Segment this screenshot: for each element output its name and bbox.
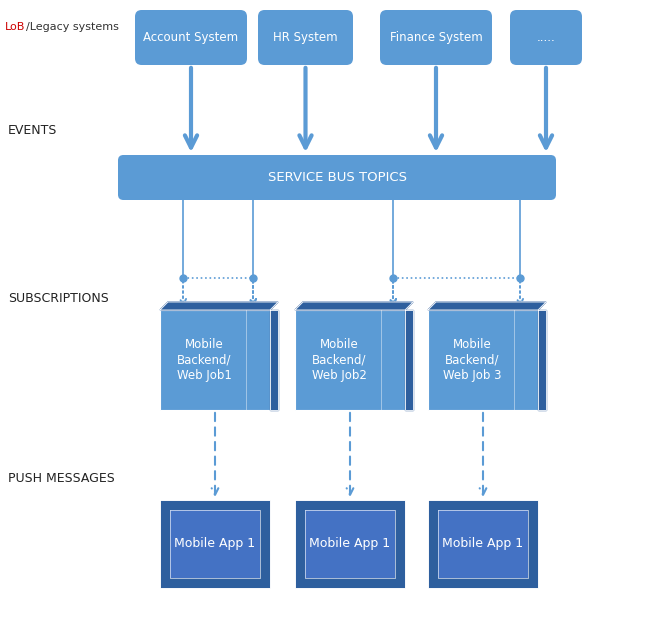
Text: /Legacy systems: /Legacy systems [26, 22, 119, 32]
Text: Account System: Account System [143, 31, 238, 44]
Text: SUBSCRIPTIONS: SUBSCRIPTIONS [8, 292, 109, 305]
Text: Mobile App 1: Mobile App 1 [310, 537, 391, 550]
FancyBboxPatch shape [510, 10, 582, 65]
Text: Finance System: Finance System [389, 31, 482, 44]
Bar [295, 310, 405, 410]
Text: SERVICE BUS TOPICS: SERVICE BUS TOPICS [267, 171, 407, 184]
Bar [295, 500, 405, 588]
Text: .....: ..... [537, 31, 555, 44]
Bar [428, 310, 538, 410]
Polygon shape [270, 310, 278, 410]
Bar [438, 510, 528, 578]
FancyBboxPatch shape [380, 10, 492, 65]
Bar [160, 500, 270, 588]
Polygon shape [295, 302, 413, 310]
Polygon shape [538, 310, 546, 410]
Bar [160, 310, 270, 410]
Text: PUSH MESSAGES: PUSH MESSAGES [8, 471, 115, 485]
FancyBboxPatch shape [118, 155, 556, 200]
Bar [170, 510, 260, 578]
Text: Mobile
Backend/
Web Job2: Mobile Backend/ Web Job2 [312, 338, 366, 381]
Polygon shape [405, 310, 413, 410]
Bar [428, 500, 538, 588]
Text: Mobile App 1: Mobile App 1 [442, 537, 523, 550]
Text: Mobile
Backend/
Web Job 3: Mobile Backend/ Web Job 3 [443, 338, 501, 381]
Text: HR System: HR System [273, 31, 338, 44]
FancyBboxPatch shape [258, 10, 353, 65]
Text: Mobile
Backend/
Web Job1: Mobile Backend/ Web Job1 [177, 338, 232, 381]
Text: LoB: LoB [5, 22, 25, 32]
Polygon shape [160, 302, 278, 310]
Polygon shape [428, 302, 546, 310]
FancyBboxPatch shape [135, 10, 247, 65]
Text: EVENTS: EVENTS [8, 124, 57, 136]
Bar [305, 510, 395, 578]
Text: Mobile App 1: Mobile App 1 [174, 537, 255, 550]
